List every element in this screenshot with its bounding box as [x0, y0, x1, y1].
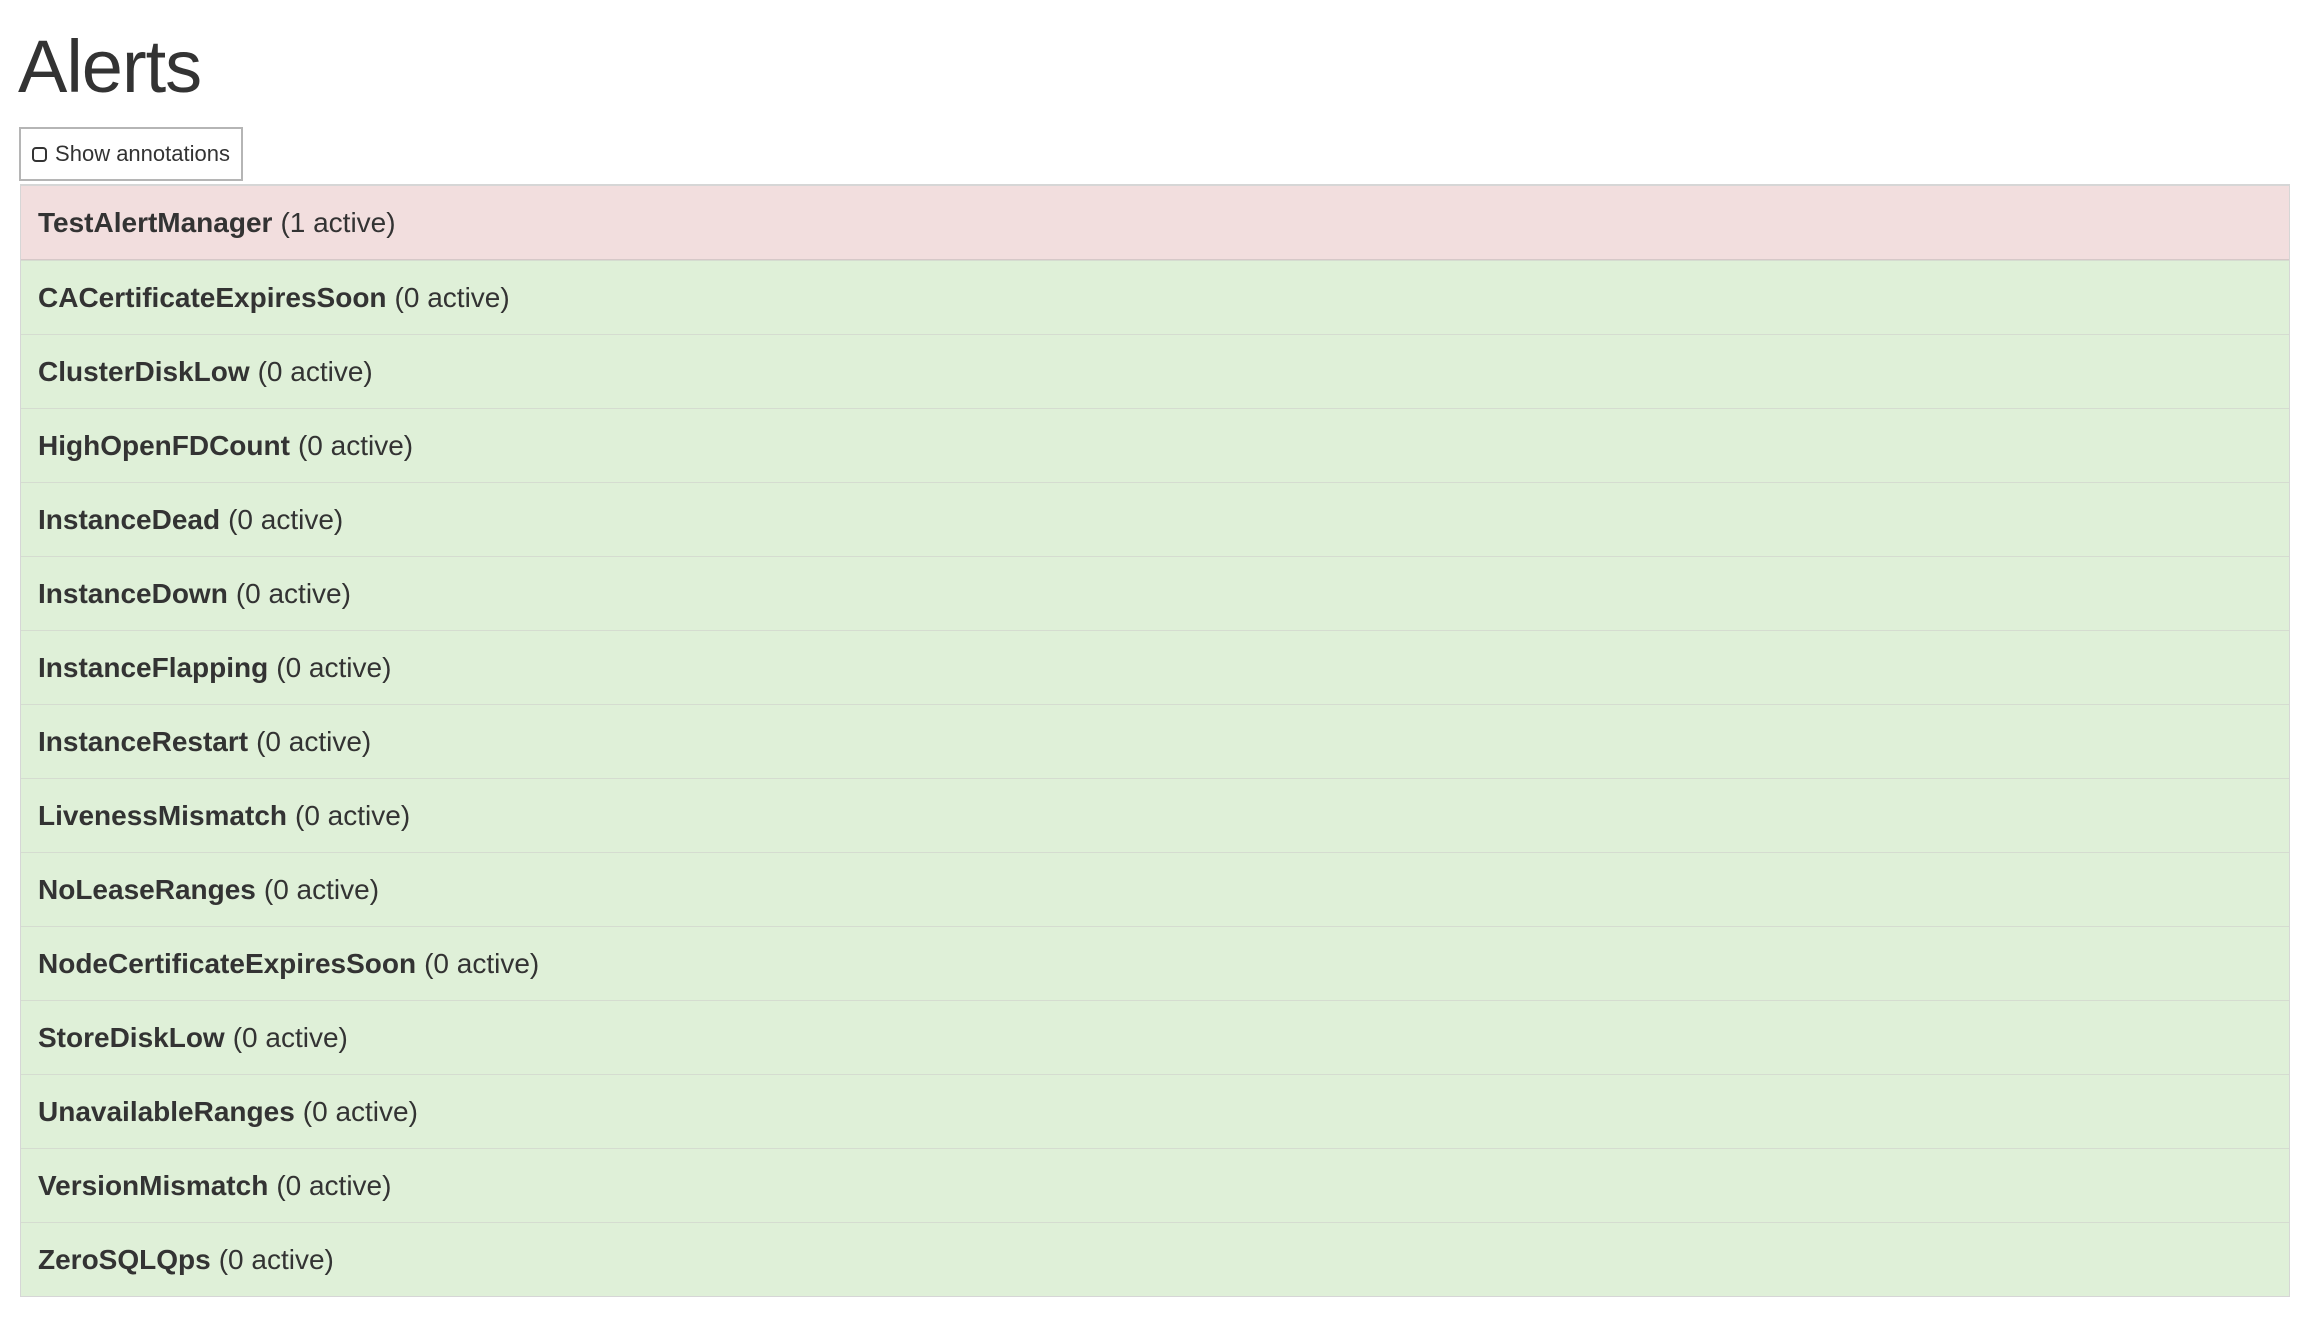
page-title: Alerts [18, 25, 202, 108]
alert-name: InstanceFlapping [38, 651, 269, 683]
alert-row-cacertificateexpiressoon[interactable]: CACertificateExpiresSoon (0 active) [21, 260, 2289, 334]
alert-active-count: (1 active) [280, 206, 396, 238]
alert-row-noleaseranges[interactable]: NoLeaseRanges (0 active) [21, 852, 2289, 926]
checkbox-icon[interactable] [32, 146, 48, 162]
alert-active-count: (0 active) [235, 577, 351, 609]
alert-active-count: (0 active) [232, 1021, 348, 1053]
alert-name: StoreDiskLow [38, 1021, 225, 1053]
alert-active-count: (0 active) [263, 873, 380, 905]
alert-name: LivenessMismatch [38, 799, 287, 831]
alert-active-count: (0 active) [302, 1095, 418, 1127]
alert-row-instancedead[interactable]: InstanceDead (0 active) [21, 482, 2289, 556]
alert-active-count: (0 active) [218, 1243, 334, 1275]
show-annotations-toggle[interactable]: Show annotations [19, 127, 243, 181]
alert-row-testalertmanager[interactable]: TestAlertManager (1 active) [21, 186, 2289, 260]
alert-row-instancedown[interactable]: InstanceDown (0 active) [21, 556, 2289, 630]
alert-row-versionmismatch[interactable]: VersionMismatch (0 active) [21, 1148, 2289, 1222]
show-annotations-label: Show annotations [55, 141, 230, 166]
alert-name: InstanceDown [38, 577, 228, 609]
alert-active-count: (0 active) [394, 281, 510, 313]
alert-row-nodecertificateexpiressoon[interactable]: NodeCertificateExpiresSoon (0 active) [21, 926, 2289, 1000]
alert-active-count: (0 active) [228, 503, 344, 535]
alert-row-zerosqlqps[interactable]: ZeroSQLQps (0 active) [21, 1222, 2289, 1296]
alert-active-count: (0 active) [257, 355, 373, 387]
alert-row-clusterdisklow[interactable]: ClusterDiskLow (0 active) [21, 334, 2289, 408]
alert-list: TestAlertManager (1 active) CACertificateE… [20, 184, 2290, 1297]
alert-name: CACertificateExpiresSoon [38, 281, 387, 313]
alert-name: InstanceDead [38, 503, 221, 535]
alert-name: HighOpenFDCount [38, 429, 290, 461]
alert-row-instancerestart[interactable]: InstanceRestart (0 active) [21, 704, 2289, 778]
alert-row-storedisklow[interactable]: StoreDiskLow (0 active) [21, 1000, 2289, 1074]
alert-active-count: (0 active) [276, 1169, 392, 1201]
alert-row-instanceflapping[interactable]: InstanceFlapping (0 active) [21, 630, 2289, 704]
alert-name: NodeCertificateExpiresSoon [38, 947, 417, 979]
alert-name: TestAlertManager [38, 206, 273, 238]
alert-active-count: (0 active) [256, 725, 372, 757]
alert-active-count: (0 active) [424, 947, 540, 979]
alert-row-unavailableranges[interactable]: UnavailableRanges (0 active) [21, 1074, 2289, 1148]
alert-name: ZeroSQLQps [38, 1243, 211, 1275]
alert-row-highopenfdcount[interactable]: HighOpenFDCount (0 active) [21, 408, 2289, 482]
alert-name: UnavailableRanges [38, 1095, 295, 1127]
alert-name: VersionMismatch [38, 1169, 269, 1201]
alert-row-livenessmismatch[interactable]: LivenessMismatch (0 active) [21, 778, 2289, 852]
alert-name: ClusterDiskLow [38, 355, 250, 387]
alert-active-count: (0 active) [295, 799, 411, 831]
alert-name: InstanceRestart [38, 725, 249, 757]
alert-active-count: (0 active) [276, 651, 392, 683]
alert-active-count: (0 active) [297, 429, 414, 461]
alert-name: NoLeaseRanges [38, 873, 256, 905]
